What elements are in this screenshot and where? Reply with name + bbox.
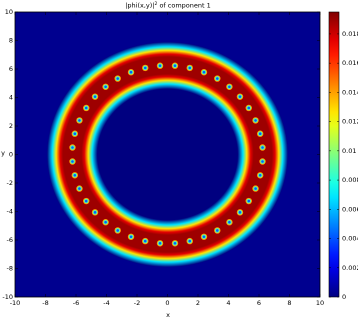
x-tick-label: 0: [165, 299, 169, 307]
x-tick-label: -2: [134, 299, 140, 307]
colorbar-tick-label: 0.018: [342, 30, 358, 38]
vortex-core: [202, 70, 206, 74]
colorbar-ticks: 0 0.002 0.004 0.006 0.008 0.01 0.012 0.014 0.016…: [329, 30, 358, 301]
vortex-core: [188, 239, 192, 243]
colorbar-tick-label: 0.012: [342, 118, 358, 126]
vortex-core: [93, 211, 97, 214]
colorbar-tick-label: 0.006: [342, 205, 358, 213]
vortex-core: [116, 77, 119, 80]
y-tick-label: 6: [9, 65, 13, 73]
x-tick-label: 10: [316, 299, 324, 307]
x-axis-label: x: [166, 311, 170, 319]
y-axis-ticks: -10 -8 -6 -4 -2 0 2 4 6 8 10: [2, 8, 320, 301]
vortex-core: [129, 235, 133, 239]
y-tick-label: -4: [7, 208, 13, 216]
vortex-layer: [69, 62, 266, 247]
vortex-core: [247, 106, 251, 110]
vortex-core: [254, 119, 257, 122]
colorbar-tick-label: 0.016: [342, 59, 358, 67]
vortex-core: [216, 77, 219, 80]
x-tick-label: -4: [103, 299, 109, 307]
vortex-core: [158, 64, 162, 68]
vortex-core: [78, 119, 81, 122]
vortex-core: [73, 173, 77, 177]
vortex-core: [78, 187, 81, 190]
colorbar-tick-label: 0.008: [342, 176, 358, 184]
y-tick-label: 8: [9, 37, 13, 45]
vortex-core: [254, 187, 257, 190]
vortex-core: [238, 95, 242, 98]
vortex-core: [173, 64, 177, 68]
x-tick-label: 4: [226, 299, 230, 307]
vortex-core: [247, 199, 251, 203]
colorbar-tick-label: 0: [342, 293, 346, 301]
y-tick-label: 10: [5, 8, 13, 16]
plot-area: -10 -8 -6 -4 -2 0 2 4 6 8 10 -10 -8 -6 -4 -2 0 2 4 6 8 10: [2, 8, 324, 307]
x-tick-label: -8: [42, 299, 48, 307]
vortex-core: [188, 66, 192, 70]
vortex-core: [228, 220, 231, 224]
vortex-core: [104, 220, 107, 224]
vortex-core: [216, 229, 219, 232]
x-tick-label: 2: [196, 299, 200, 307]
vortex-core: [71, 146, 74, 149]
vortex-core: [104, 85, 107, 89]
vortex-core: [261, 146, 264, 149]
y-tick-label: -2: [7, 179, 13, 187]
colorbar-tick-label: 0.004: [342, 235, 358, 243]
vortex-core: [84, 199, 88, 203]
y-tick-label: 0: [9, 151, 13, 159]
x-tick-label: 6: [257, 299, 261, 307]
vortex-core: [258, 173, 262, 177]
colorbar: 0 0.002 0.004 0.006 0.008 0.01 0.012 0.014 0.016…: [328, 11, 358, 301]
vortex-core: [116, 229, 119, 232]
colorbar-tick-label: 0.002: [342, 264, 358, 272]
colorbar-tick-label: 0.01: [342, 147, 356, 155]
y-tick-label: -8: [7, 265, 13, 273]
vortex-core: [143, 66, 147, 70]
vortex-core: [129, 70, 133, 74]
x-axis-ticks: -10 -8 -6 -4 -2 0 2 4 6 8 10: [10, 12, 324, 307]
vortex-core: [173, 241, 177, 245]
vortex-core: [93, 95, 97, 98]
vortex-core: [143, 239, 147, 243]
chart-title: |phi(x,y)|2 of component 1: [125, 1, 211, 10]
vortex-core: [71, 160, 74, 163]
vortex-core: [258, 132, 262, 136]
x-tick-label: -10: [10, 299, 21, 307]
y-tick-label: -10: [2, 293, 13, 301]
vortex-core: [261, 160, 264, 163]
y-tick-label: 4: [9, 94, 13, 102]
vortex-core: [238, 211, 242, 214]
vortex-core: [158, 241, 162, 245]
colorbar-strip: [328, 11, 340, 298]
vortex-core: [84, 106, 88, 110]
y-tick-label: 2: [9, 122, 13, 130]
x-tick-label: 8: [287, 299, 291, 307]
x-tick-label: -6: [73, 299, 79, 307]
colorbar-tick-label: 0.014: [342, 88, 358, 96]
vortex-core: [73, 132, 77, 136]
vortex-core: [228, 85, 231, 89]
y-axis-label: y: [1, 149, 5, 157]
vortex-core: [202, 235, 206, 239]
density-ring: [47, 41, 288, 268]
y-tick-label: -6: [7, 236, 13, 244]
